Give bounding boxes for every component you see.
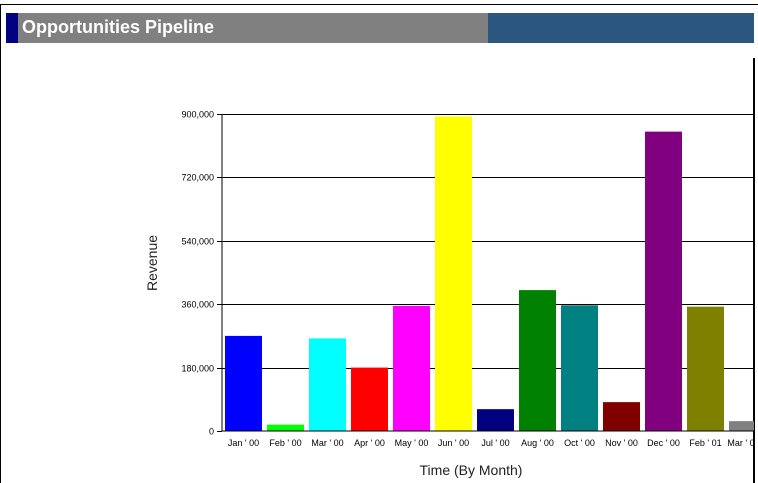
- title-bar-gray-section: [6, 13, 488, 43]
- x-tick-label: Nov ' 00: [605, 438, 638, 448]
- bar: [603, 402, 640, 431]
- y-axis-label: Revenue: [144, 235, 160, 291]
- y-tick-label: 360,000: [181, 300, 214, 310]
- title-bar: Opportunities Pipeline: [6, 13, 754, 43]
- bar: [393, 305, 430, 431]
- bar: [645, 131, 682, 431]
- x-tick-label: May ' 00: [395, 438, 429, 448]
- x-tick-label: Aug ' 00: [521, 438, 554, 448]
- x-tick-label: Apr ' 00: [354, 438, 385, 448]
- frame-left-border: [0, 4, 1, 483]
- bar: [435, 116, 472, 432]
- chart-axes: [221, 114, 754, 432]
- y-tick-label: 180,000: [181, 364, 214, 374]
- bar: [729, 421, 754, 431]
- x-tick-label: Oct ' 00: [564, 438, 595, 448]
- x-tick-labels: Jan ' 00 Feb ' 00 Mar ' 00 Apr ' 00 May ' 00…: [228, 438, 755, 448]
- bar: [267, 424, 304, 431]
- x-tick-label: Mar ' 0: [727, 438, 754, 448]
- page-title: Opportunities Pipeline: [22, 17, 215, 37]
- y-tick-label: 720,000: [181, 173, 214, 183]
- x-tick-label: Feb ' 01: [689, 438, 721, 448]
- x-tick-label: Feb ' 00: [269, 438, 301, 448]
- x-axis-label: Time (By Month): [420, 462, 523, 478]
- frame-right-border: [753, 58, 755, 483]
- y-tick-label: 0: [209, 427, 214, 437]
- bar: [519, 290, 556, 431]
- chart-bars: [225, 116, 754, 432]
- bar: [687, 306, 724, 431]
- y-tick-label: 900,000: [181, 110, 214, 120]
- bar: [561, 305, 598, 431]
- x-tick-label: Mar ' 00: [311, 438, 343, 448]
- x-tick-label: Jan ' 00: [228, 438, 259, 448]
- title-bar-accent: [6, 13, 18, 43]
- y-tick-label: 540,000: [181, 237, 214, 247]
- bar: [351, 367, 388, 431]
- y-tick-labels: 0 180,000 360,000 540,000 720,000 900,000: [181, 110, 222, 437]
- bar: [309, 338, 346, 431]
- frame-top-border: [0, 4, 758, 5]
- bar: [477, 409, 514, 431]
- bar: [225, 335, 262, 431]
- x-tick-label: Dec ' 00: [647, 438, 680, 448]
- x-tick-label: Jun ' 00: [438, 438, 469, 448]
- x-tick-label: Jul ' 00: [481, 438, 509, 448]
